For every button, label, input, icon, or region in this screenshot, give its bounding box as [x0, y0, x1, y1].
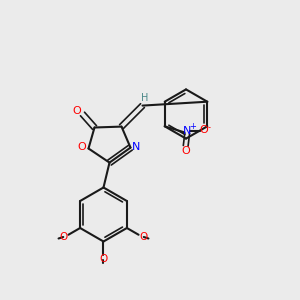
Text: O: O — [73, 106, 82, 116]
Text: -: - — [207, 123, 210, 132]
Text: O: O — [139, 232, 147, 242]
Text: O: O — [181, 146, 190, 156]
Text: O: O — [99, 254, 108, 264]
Text: +: + — [189, 122, 196, 131]
Text: N: N — [132, 142, 141, 152]
Text: H: H — [141, 93, 148, 103]
Text: O: O — [60, 232, 68, 242]
Text: O: O — [199, 125, 208, 135]
Text: N: N — [183, 126, 191, 136]
Text: O: O — [77, 142, 86, 152]
